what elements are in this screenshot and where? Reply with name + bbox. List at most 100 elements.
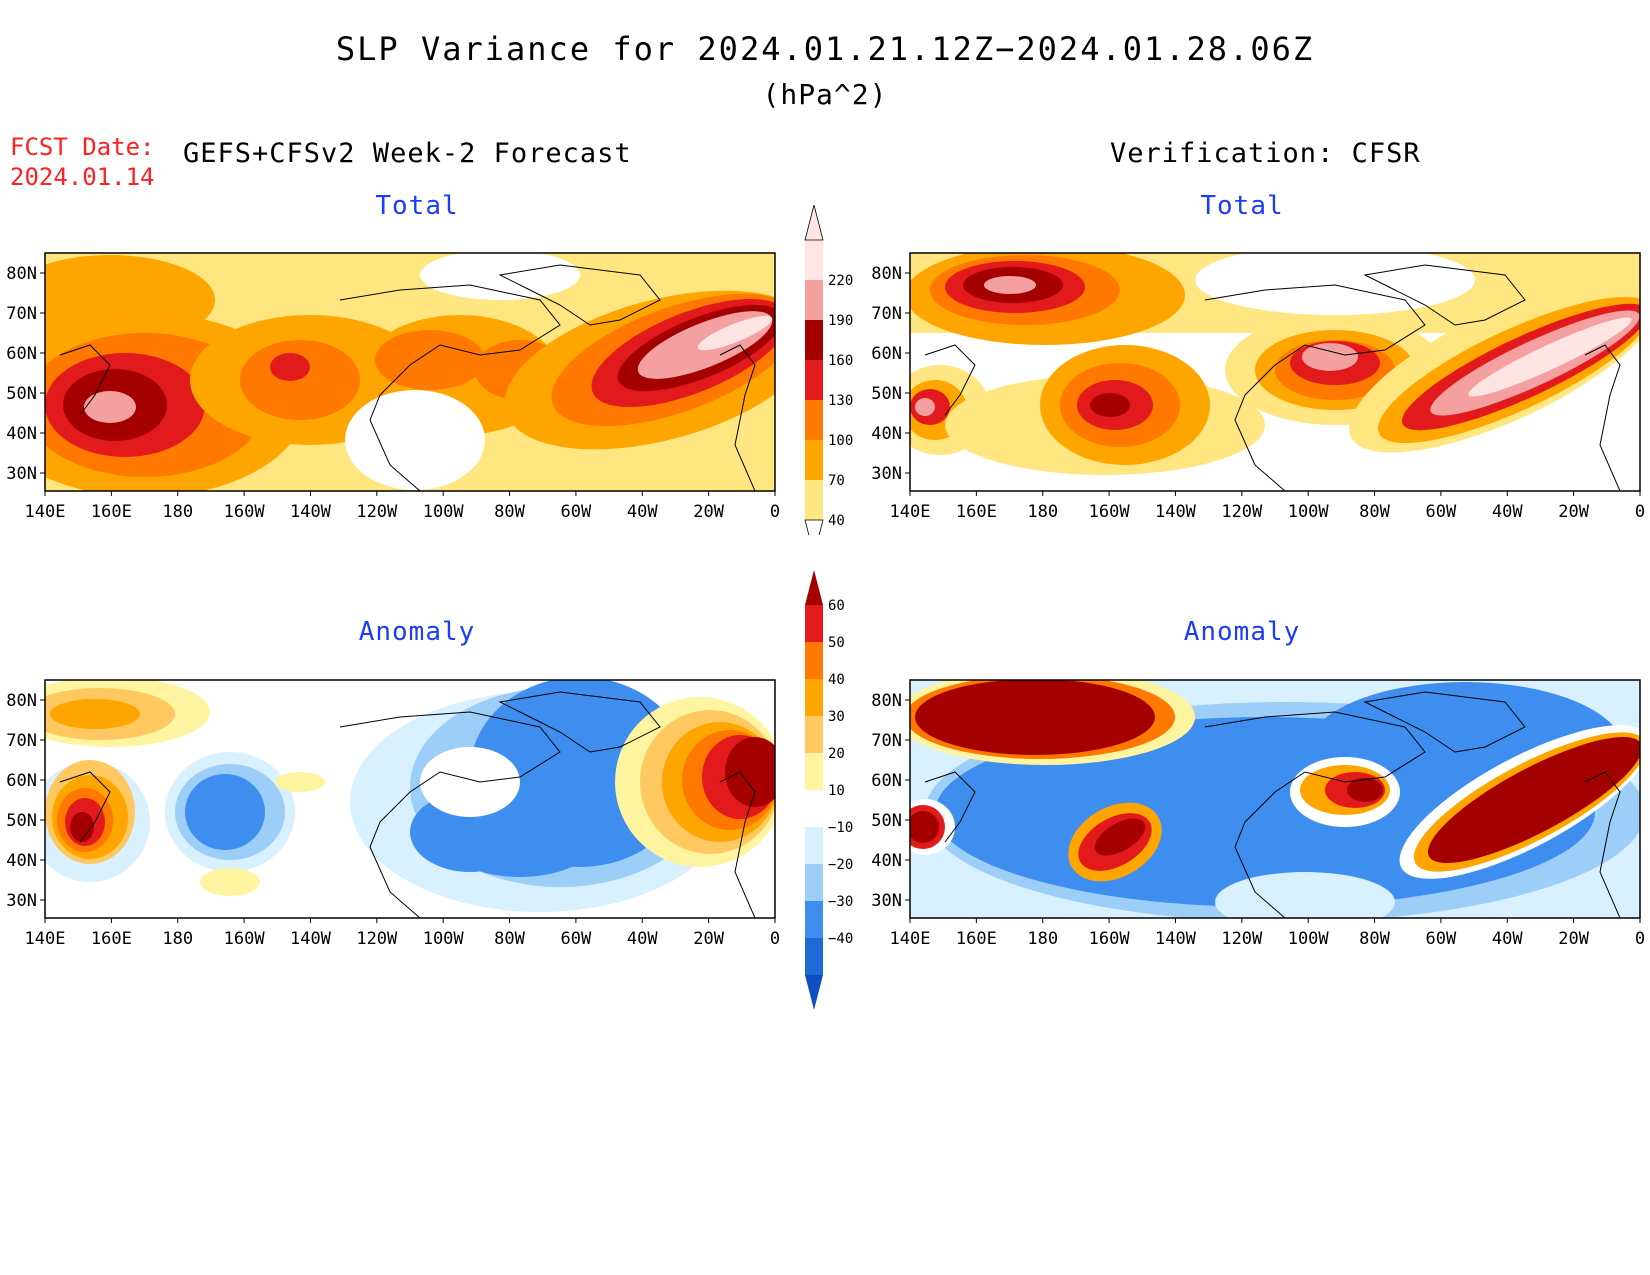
colorbar-label: 190 [828,313,853,329]
colorbar-swatch [805,320,823,360]
lon-tick-label: 20W [1558,929,1589,949]
colorbar-arrow-top [805,570,823,605]
lon-tick-label: 120W [1221,929,1263,949]
colorbar-swatch [805,642,823,679]
lat-tick-label: 80N [871,691,902,711]
colorbar-label: 60 [828,598,845,614]
lat-tick-label: 70N [6,304,37,324]
lon-tick-label: 0 [1635,502,1645,522]
lon-tick-label: 160E [956,929,997,949]
lon-tick-label: 140E [25,502,66,522]
lat-tick-label: 50N [6,384,37,404]
lat-tick-label: 30N [6,891,37,911]
colorbar-label: −10 [828,820,853,836]
lon-tick-label: 100W [1288,502,1330,522]
lat-tick-label: 80N [6,691,37,711]
lon-tick-label: 120W [1221,502,1263,522]
colorbar-label: 160 [828,353,853,369]
colorbar-swatch [805,753,823,790]
colorbar-label: 40 [828,513,845,529]
lon-tick-label: 20W [693,502,724,522]
lon-tick-label: 140W [1155,929,1197,949]
colorbar-label: 50 [828,635,845,651]
fcst-date-label: FCST Date: [10,133,155,161]
lon-tick-label: 160E [956,502,997,522]
lon-tick-label: 160W [224,929,266,949]
colorbar-swatch [805,827,823,864]
lon-tick-label: 60W [561,929,592,949]
colorbar-swatch [805,240,823,280]
colorbar-total: 40 70 100 130 160 190 220 [804,205,853,535]
lat-tick-label: 60N [871,771,902,791]
lat-tick-label: 60N [6,771,37,791]
panel-title-verification-total: Total [1200,191,1284,221]
lat-tick-label: 50N [871,384,902,404]
lon-axis-labels: 140E 160E 180 160W 140W 120W 100W 80W 60W 40W 20W 0 [25,918,780,949]
lon-tick-label: 140W [290,502,332,522]
colorbar-label: 70 [828,473,845,489]
lat-tick-label: 30N [6,464,37,484]
lon-tick-label: 0 [1635,929,1645,949]
panel-title-verification-anomaly: Anomaly [1183,617,1301,647]
map-verification-total: 80N 70N 60N 50N 40N 30N 140E 160E 180 160W 140W 12… [871,252,1645,522]
lon-axis-labels: 140E 160E 180 160W 140W 120W 100W 80W 60W 40W 20W 0 [25,491,780,522]
colorbar-label: 30 [828,709,845,725]
lon-tick-label: 40W [627,929,658,949]
lat-tick-label: 50N [6,811,37,831]
colorbar-swatch [805,280,823,320]
colorbar-swatch [805,605,823,642]
lon-tick-label: 0 [770,929,780,949]
lat-tick-label: 70N [871,304,902,324]
lon-tick-label: 100W [1288,929,1330,949]
fcst-date-value: 2024.01.14 [10,163,155,191]
lat-tick-label: 40N [6,424,37,444]
colorbar-swatch [805,679,823,716]
colorbar-label: 220 [828,273,853,289]
lat-tick-label: 50N [871,811,902,831]
colorbar-swatch [805,360,823,400]
lon-tick-label: 80W [1359,929,1390,949]
panel-title-forecast-anomaly: Anomaly [358,617,476,647]
lat-tick-label: 40N [871,424,902,444]
lat-tick-label: 30N [871,464,902,484]
colorbar-arrow-top [804,205,824,241]
colorbar-arrow-bottom [805,975,823,1010]
lon-tick-label: 140W [1155,502,1197,522]
lat-tick-label: 70N [6,731,37,751]
lon-tick-label: 100W [423,929,465,949]
lon-tick-label: 40W [1492,502,1523,522]
lon-tick-label: 80W [1359,502,1390,522]
lon-tick-label: 60W [561,502,592,522]
colorbar-arrow-bottom [804,519,824,535]
lon-tick-label: 60W [1426,502,1457,522]
lon-tick-label: 140W [290,929,332,949]
colorbar-anomaly: 60 50 40 30 20 10 −10 −20 −30 −40 [805,570,853,1010]
lat-axis-labels: 80N 70N 60N 50N 40N 30N [871,691,910,911]
lat-tick-label: 60N [871,344,902,364]
map-forecast-total: 80N 70N 60N 50N 40N 30N 140E 160E 180 160W 140W 12… [6,252,780,522]
lon-tick-label: 20W [1558,502,1589,522]
lon-tick-label: 160E [91,929,132,949]
lat-tick-label: 60N [6,344,37,364]
lat-axis-labels: 80N 70N 60N 50N 40N 30N [6,691,45,911]
lat-axis-labels: 80N 70N 60N 50N 40N 30N [871,264,910,484]
lat-tick-label: 40N [871,851,902,871]
map-forecast-anomaly: 80N 70N 60N 50N 40N 30N 140E 160E 180 160W 140W 12… [6,679,780,949]
colorbar-swatch [805,440,823,480]
lon-tick-label: 160W [1089,929,1131,949]
lat-axis-labels: 80N 70N 60N 50N 40N 30N [6,264,45,484]
lon-tick-label: 40W [627,502,658,522]
colorbar-swatch [805,864,823,901]
lon-tick-label: 180 [1027,929,1058,949]
lon-axis-labels: 140E 160E 180 160W 140W 120W 100W 80W 60W 40W 20W 0 [890,491,1645,522]
lon-tick-label: 160W [1089,502,1131,522]
colorbar-label: 100 [828,433,853,449]
lon-tick-label: 140E [25,929,66,949]
lon-tick-label: 180 [1027,502,1058,522]
lon-tick-label: 160E [91,502,132,522]
lat-tick-label: 40N [6,851,37,871]
lon-tick-label: 160W [224,502,266,522]
forecast-header: GEFS+CFSv2 Week-2 Forecast [183,138,632,169]
lon-tick-label: 20W [693,929,724,949]
lon-axis-labels: 140E 160E 180 160W 140W 120W 100W 80W 60W 40W 20W 0 [890,918,1645,949]
